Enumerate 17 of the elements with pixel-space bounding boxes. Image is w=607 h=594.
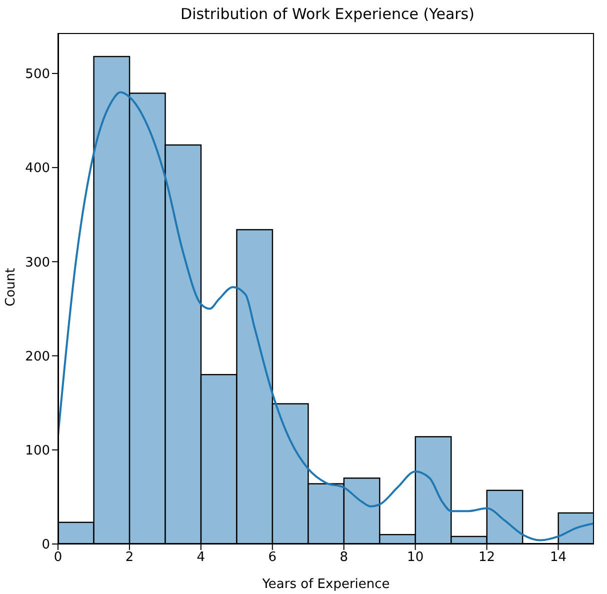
y-axis-title: Count [4, 268, 19, 306]
y-tick-label: 100 [25, 444, 50, 459]
x-tick-label: 10 [407, 550, 424, 566]
x-tick-label: 14 [550, 550, 567, 566]
y-tick-label: 500 [25, 67, 50, 82]
x-axis-title: Years of Experience [261, 577, 390, 592]
x-tick-label: 8 [340, 550, 348, 566]
x-tick-label: 12 [478, 550, 496, 566]
x-tick-label: 6 [268, 550, 277, 566]
y-tick-label: 0 [42, 538, 50, 553]
y-tick-label: 400 [25, 161, 50, 176]
chart-title: Distribution of Work Experience (Years) [180, 4, 476, 25]
y-tick-label: 200 [25, 349, 50, 364]
x-tick-label: 0 [54, 550, 62, 566]
x-tick-label: 2 [125, 550, 134, 566]
y-tick-label: 300 [25, 255, 50, 270]
x-tick-label: 4 [196, 550, 206, 566]
